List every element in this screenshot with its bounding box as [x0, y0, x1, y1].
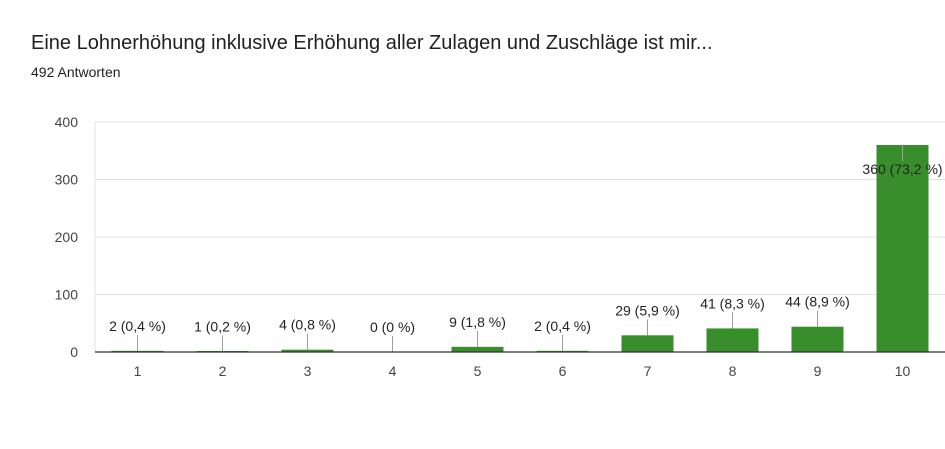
x-tick-label: 7	[644, 363, 652, 379]
y-tick-label: 100	[55, 287, 79, 303]
bar-3	[281, 349, 334, 352]
data-label: 360 (73,2 %)	[862, 161, 942, 177]
y-tick-label: 300	[55, 172, 79, 188]
x-tick-label: 2	[219, 363, 227, 379]
response-count: 492 Antworten	[31, 64, 121, 80]
x-tick-label: 5	[474, 363, 482, 379]
x-tick-label: 9	[814, 363, 822, 379]
data-label: 2 (0,4 %)	[109, 318, 166, 334]
x-tick-label: 6	[559, 363, 567, 379]
y-tick-label: 0	[70, 344, 78, 360]
data-label: 4 (0,8 %)	[279, 317, 336, 333]
x-tick-label: 4	[389, 363, 397, 379]
y-tick-label: 200	[55, 229, 79, 245]
bar-8	[706, 328, 759, 352]
x-tick-label: 10	[895, 363, 911, 379]
bar-7	[621, 335, 674, 352]
x-tick-label: 1	[134, 363, 142, 379]
data-label: 44 (8,9 %)	[785, 294, 850, 310]
data-label: 0 (0 %)	[370, 319, 415, 335]
y-tick-label: 400	[55, 114, 79, 130]
data-label: 1 (0,2 %)	[194, 318, 251, 334]
bar-5	[451, 346, 504, 352]
bar-10	[876, 145, 929, 352]
x-tick-label: 8	[729, 363, 737, 379]
x-tick-label: 3	[304, 363, 312, 379]
chart-title: Eine Lohnerhöhung inklusive Erhöhung all…	[31, 32, 713, 54]
data-label: 41 (8,3 %)	[700, 295, 765, 311]
data-label: 2 (0,4 %)	[534, 318, 591, 334]
data-label: 9 (1,8 %)	[449, 314, 506, 330]
bar-9	[791, 326, 844, 352]
data-label: 29 (5,9 %)	[615, 302, 680, 318]
